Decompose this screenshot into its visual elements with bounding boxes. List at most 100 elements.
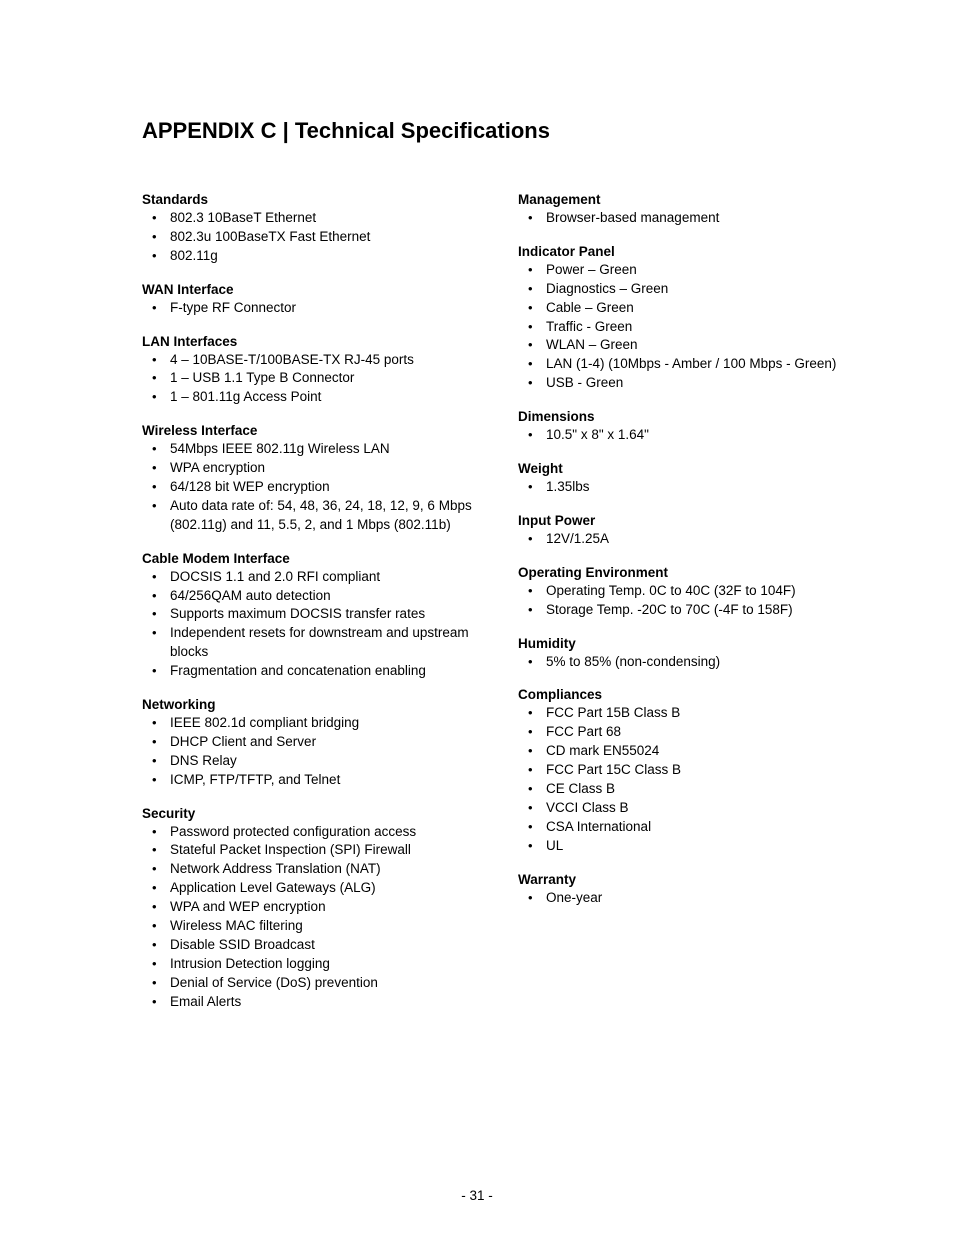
spec-list-item: 64/128 bit WEP encryption [170,478,478,497]
page-number: - 31 - [461,1188,493,1203]
section-heading: LAN Interfaces [142,334,478,349]
section-heading: Indicator Panel [518,244,854,259]
spec-list: Browser-based management [518,209,854,228]
spec-section: LAN Interfaces 4 – 10BASE-T/100BASE-TX RJ… [142,334,478,408]
spec-list-item: FCC Part 15B Class B [546,704,854,723]
spec-list-item: VCCI Class B [546,799,854,818]
section-heading: Networking [142,697,478,712]
spec-list: FCC Part 15B Class BFCC Part 68CD mark E… [518,704,854,855]
spec-section: Input Power 12V/1.25A [518,513,854,549]
spec-list-item: Disable SSID Broadcast [170,936,478,955]
section-heading: Standards [142,192,478,207]
page-title: APPENDIX C | Technical Specifications [142,118,854,144]
spec-list: DOCSIS 1.1 and 2.0 RFI compliant64/256QA… [142,568,478,681]
spec-list-item: FCC Part 68 [546,723,854,742]
spec-list: Password protected configuration accessS… [142,823,478,1012]
spec-list-item: Network Address Translation (NAT) [170,860,478,879]
spec-list-item: IEEE 802.1d compliant bridging [170,714,478,733]
spec-list-item: Intrusion Detection logging [170,955,478,974]
spec-section: Networking IEEE 802.1d compliant bridging… [142,697,478,790]
spec-list-item: Email Alerts [170,993,478,1012]
spec-list-item: F-type RF Connector [170,299,478,318]
section-heading: Security [142,806,478,821]
spec-list-item: 5% to 85% (non-condensing) [546,653,854,672]
spec-list-item: CE Class B [546,780,854,799]
spec-list-item: 4 – 10BASE-T/100BASE-TX RJ-45 ports [170,351,478,370]
spec-list-item: Denial of Service (DoS) prevention [170,974,478,993]
section-heading: WAN Interface [142,282,478,297]
section-heading: Warranty [518,872,854,887]
spec-list-item: CSA International [546,818,854,837]
spec-list-item: 802.3u 100BaseTX Fast Ethernet [170,228,478,247]
spec-section: Operating Environment Operating Temp. 0C … [518,565,854,620]
spec-section: Management Browser-based management [518,192,854,228]
spec-list-item: 12V/1.25A [546,530,854,549]
spec-section: Humidity 5% to 85% (non-condensing) [518,636,854,672]
spec-list-item: Operating Temp. 0C to 40C (32F to 104F) [546,582,854,601]
spec-list: 54Mbps IEEE 802.11g Wireless LANWPA encr… [142,440,478,534]
spec-list-item: FCC Part 15C Class B [546,761,854,780]
spec-list: 10.5" x 8" x 1.64" [518,426,854,445]
section-heading: Cable Modem Interface [142,551,478,566]
spec-list-item: ICMP, FTP/TFTP, and Telnet [170,771,478,790]
spec-list: F-type RF Connector [142,299,478,318]
spec-section: CompliancesFCC Part 15B Class BFCC Part … [518,687,854,855]
spec-section: WAN Interface F-type RF Connector [142,282,478,318]
section-heading: Management [518,192,854,207]
spec-list-item: LAN (1-4) (10Mbps - Amber / 100 Mbps - G… [546,355,854,374]
spec-list: IEEE 802.1d compliant bridgingDHCP Clien… [142,714,478,790]
spec-list: 5% to 85% (non-condensing) [518,653,854,672]
spec-list-item: DNS Relay [170,752,478,771]
spec-list: 4 – 10BASE-T/100BASE-TX RJ-45 ports1 – U… [142,351,478,408]
spec-list-item: Traffic - Green [546,318,854,337]
spec-list-item: 802.11g [170,247,478,266]
spec-list-item: Cable – Green [546,299,854,318]
spec-section: Indicator Panel Power – GreenDiagnostics … [518,244,854,393]
spec-list-item: Browser-based management [546,209,854,228]
spec-list-item: Password protected configuration access [170,823,478,842]
right-column: Management Browser-based management Indica… [518,192,854,1028]
spec-list-item: Power – Green [546,261,854,280]
spec-list-item: DOCSIS 1.1 and 2.0 RFI compliant [170,568,478,587]
spec-list-item: Diagnostics – Green [546,280,854,299]
section-heading: Humidity [518,636,854,651]
spec-section: Cable Modem Interface DOCSIS 1.1 and 2.0 … [142,551,478,681]
spec-list-item: Stateful Packet Inspection (SPI) Firewal… [170,841,478,860]
spec-list-item: Auto data rate of: 54, 48, 36, 24, 18, 1… [170,497,478,535]
spec-list-item: DHCP Client and Server [170,733,478,752]
spec-section: Security Password protected configuration… [142,806,478,1012]
spec-section: Weight1.35lbs [518,461,854,497]
spec-list-item: Application Level Gateways (ALG) [170,879,478,898]
spec-list-item: 64/256QAM auto detection [170,587,478,606]
spec-list: Power – GreenDiagnostics – GreenCable – … [518,261,854,393]
left-column: Standards 802.3 10BaseT Ethernet802.3u 10… [142,192,478,1028]
spec-list: 1.35lbs [518,478,854,497]
spec-section: Wireless Interface54Mbps IEEE 802.11g Wi… [142,423,478,534]
spec-list-item: One-year [546,889,854,908]
spec-list: 802.3 10BaseT Ethernet802.3u 100BaseTX F… [142,209,478,266]
spec-list-item: 1 – USB 1.1 Type B Connector [170,369,478,388]
spec-list: One-year [518,889,854,908]
spec-list-item: Wireless MAC filtering [170,917,478,936]
spec-list-item: 802.3 10BaseT Ethernet [170,209,478,228]
spec-list: 12V/1.25A [518,530,854,549]
section-heading: Dimensions [518,409,854,424]
spec-section: Standards 802.3 10BaseT Ethernet802.3u 10… [142,192,478,266]
spec-list-item: USB - Green [546,374,854,393]
spec-list-item: UL [546,837,854,856]
section-heading: Input Power [518,513,854,528]
content-columns: Standards 802.3 10BaseT Ethernet802.3u 10… [142,192,854,1028]
section-heading: Operating Environment [518,565,854,580]
spec-list-item: 1.35lbs [546,478,854,497]
spec-list-item: 54Mbps IEEE 802.11g Wireless LAN [170,440,478,459]
spec-list-item: Storage Temp. -20C to 70C (-4F to 158F) [546,601,854,620]
spec-section: Dimensions 10.5" x 8" x 1.64" [518,409,854,445]
spec-list-item: Fragmentation and concatenation enabling [170,662,478,681]
spec-list-item: Independent resets for downstream and up… [170,624,478,662]
spec-list-item: 10.5" x 8" x 1.64" [546,426,854,445]
spec-section: Warranty One-year [518,872,854,908]
spec-list: Operating Temp. 0C to 40C (32F to 104F)S… [518,582,854,620]
spec-list-item: WLAN – Green [546,336,854,355]
spec-list-item: WPA and WEP encryption [170,898,478,917]
spec-list-item: WPA encryption [170,459,478,478]
